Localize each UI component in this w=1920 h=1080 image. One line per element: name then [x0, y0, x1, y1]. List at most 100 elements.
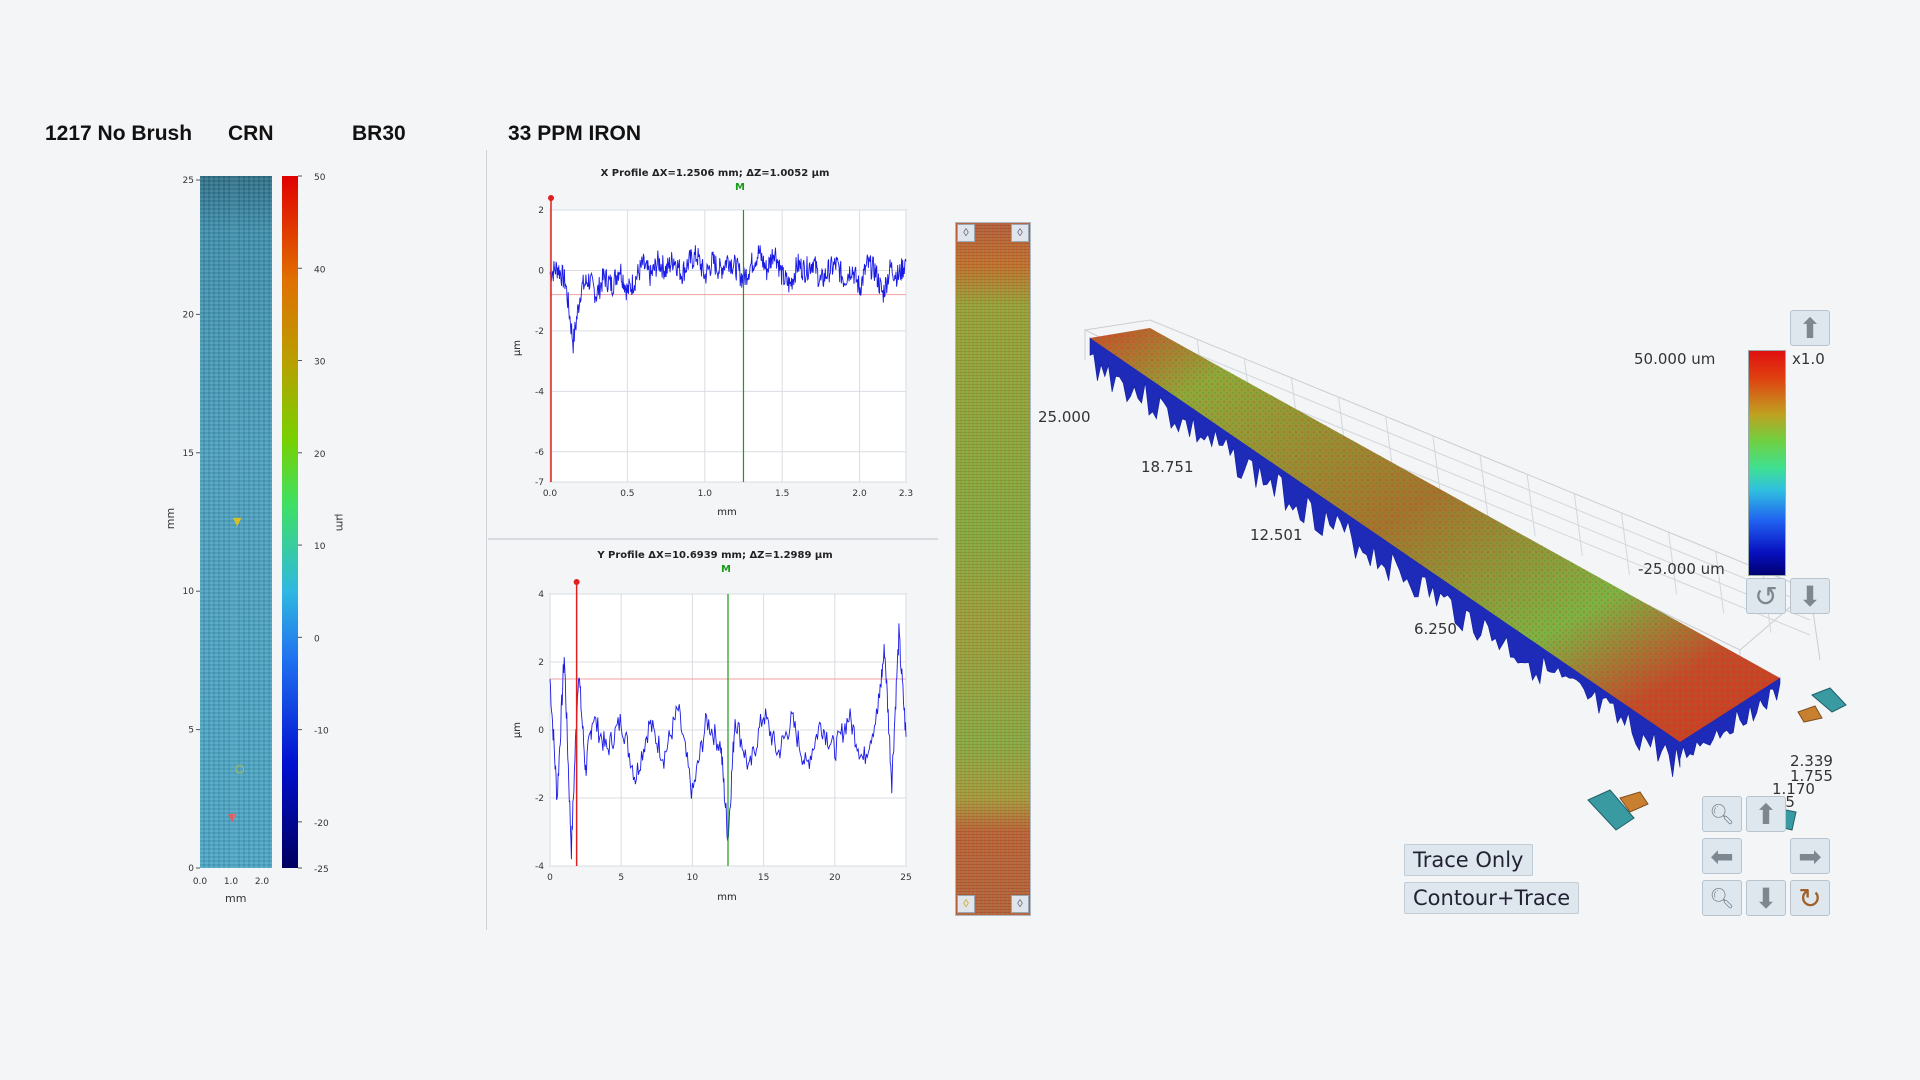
panel-divider — [486, 150, 487, 930]
contour-trace-button[interactable]: Contour+Trace — [1404, 882, 1580, 914]
y-tick-label: 2 — [538, 206, 544, 216]
heatmap-x-tick: 1.0 — [224, 877, 239, 887]
x-tick-label: 0.5 — [620, 489, 634, 499]
arrow-up-icon: ⬆ — [1798, 312, 1822, 344]
sample-label: 1217 No Brush — [45, 122, 193, 145]
crn-label: CRN — [228, 122, 274, 145]
zoom-in-icon: 🔍︎ — [1709, 803, 1735, 826]
x-tick-label: 25 — [900, 873, 911, 883]
y-profile-chart[interactable]: Y Profile ΔX=10.6939 mm; ΔZ=1.2989 µm M … — [500, 544, 920, 904]
x-tick-label: 20 — [829, 873, 841, 883]
height-colorbar — [1748, 350, 1786, 576]
y-tick-label: -2 — [535, 794, 544, 804]
br-label: BR30 — [352, 122, 406, 145]
arrow-up-icon: ⬆ — [1754, 798, 1778, 830]
x-tick-label: 1.5 — [775, 489, 789, 499]
strip-top-left-handle[interactable]: ◊ — [957, 224, 975, 242]
colorbar-tick: 40 — [314, 265, 326, 275]
heatmap-x-tick: 0.0 — [193, 877, 208, 887]
colorbar-tick: -25 — [314, 865, 329, 875]
heatmap-x-tick: 2.0 — [255, 877, 270, 887]
colorbar-max-label: 50.000 um — [1634, 350, 1716, 368]
arrow-right-icon: ➡ — [1798, 840, 1822, 872]
arrow-down-icon: ⬇ — [1754, 882, 1778, 914]
conditions-label: 33 PPM IRON — [508, 122, 642, 145]
profile-strip[interactable] — [955, 222, 1031, 916]
colorbar-tick: 30 — [314, 358, 326, 368]
side-label-2: 1.755 — [1790, 767, 1833, 785]
side-label-3: 1.170 — [1772, 780, 1815, 798]
x-tick-label: 5 — [618, 873, 624, 883]
pan-right-button[interactable]: ➡ — [1790, 838, 1830, 874]
x-profile-ylabel: µm — [512, 340, 523, 356]
panel-divider — [488, 538, 938, 540]
x-tick-label: 0 — [547, 873, 553, 883]
y-tick-label: 4 — [538, 590, 544, 600]
side-label-1: 2.339 — [1790, 752, 1833, 770]
red-cursor-handle[interactable] — [548, 195, 554, 201]
x-profile-marker: M — [735, 182, 745, 193]
x-profile-title: X Profile ΔX=1.2506 mm; ΔZ=1.0052 µm — [601, 168, 830, 179]
colorbar-label: µm — [333, 513, 347, 532]
profile-trace — [549, 623, 907, 860]
heatmap-x-label: mm — [225, 892, 247, 905]
axis-label-25: 25.000 — [1038, 408, 1091, 426]
red-cursor-handle[interactable] — [573, 579, 580, 585]
x-profile-chart[interactable]: X Profile ΔX=1.2506 mm; ΔZ=1.0052 µm M m… — [500, 160, 920, 520]
arrow-down-icon: ⬇ — [1798, 580, 1822, 612]
colorbar-scale-label: x1.0 — [1792, 350, 1825, 368]
strip-top-right-handle[interactable]: ◊ — [1011, 224, 1029, 242]
x-tick-label: 1.0 — [698, 489, 713, 499]
x-tick-label: 15 — [758, 873, 769, 883]
heatmap-y-tick: 25 — [183, 176, 194, 186]
y-profile-xlabel: mm — [717, 892, 736, 903]
scale-down-button[interactable]: ⬇ — [1790, 578, 1830, 614]
x-tick-label: 2.0 — [852, 489, 867, 499]
arrow-left-icon: ⬅ — [1710, 840, 1734, 872]
y-tick-label: 0 — [538, 266, 544, 276]
y-tick-label: -4 — [535, 387, 544, 397]
rotate-icon: ↻ — [1798, 882, 1822, 914]
strip-bottom-left-handle[interactable]: ◊ — [957, 895, 975, 913]
y-tick-label: -7 — [535, 478, 544, 488]
rotate-button[interactable]: ↻ — [1790, 880, 1830, 916]
zoom-in-button[interactable]: 🔍︎ — [1702, 796, 1742, 832]
y-tick-label: 2 — [538, 658, 544, 668]
strip-bottom-right-handle[interactable]: ◊ — [1011, 895, 1029, 913]
surface-heatmap[interactable] — [200, 176, 272, 868]
trace-only-button[interactable]: Trace Only — [1404, 844, 1533, 876]
colorbar-min-label: -25.000 um — [1638, 560, 1725, 578]
axis-label-6: 6.250 — [1414, 620, 1457, 638]
x-profile-xlabel: mm — [717, 507, 736, 518]
y-tick-label: -6 — [535, 448, 544, 458]
x-tick-label: 2.3 — [899, 489, 913, 499]
colorbar-tick: -10 — [314, 727, 329, 737]
colorbar-tick: 0 — [314, 634, 320, 644]
heatmap-y-tick: 15 — [183, 449, 194, 459]
x-tick-label: 10 — [687, 873, 699, 883]
y-tick-label: 0 — [538, 726, 544, 736]
zoom-out-button[interactable]: 🔍︎ — [1702, 880, 1742, 916]
reset-scale-button[interactable]: ↺ — [1746, 578, 1786, 614]
zoom-out-icon: 🔍︎ — [1709, 887, 1735, 910]
profile-trace — [549, 245, 907, 354]
pan-down-button[interactable]: ⬇ — [1746, 880, 1786, 916]
axis-label-18: 18.751 — [1141, 458, 1194, 476]
x-tick-label: 0.0 — [543, 489, 558, 499]
colorbar-tick: 50 — [314, 173, 326, 183]
colorbar-tick: 20 — [314, 450, 326, 460]
heatmap-y-tick: 10 — [183, 587, 195, 597]
y-tick-label: -2 — [535, 327, 544, 337]
colorbar-tick: 10 — [314, 542, 326, 552]
y-profile-marker: M — [721, 564, 731, 575]
scale-up-button[interactable]: ⬆ — [1790, 310, 1830, 346]
y-profile-title: Y Profile ΔX=10.6939 mm; ΔZ=1.2989 µm — [596, 550, 832, 561]
heatmap-y-tick: 0 — [188, 864, 194, 874]
axis-label-12: 12.501 — [1250, 526, 1303, 544]
pan-left-button[interactable]: ⬅ — [1702, 838, 1742, 874]
rotate-icon: ↺ — [1754, 580, 1778, 612]
heatmap-y-tick: 20 — [183, 310, 195, 320]
heatmap-y-label: mm — [164, 507, 178, 530]
pan-up-button[interactable]: ⬆ — [1746, 796, 1786, 832]
colorbar-tick: -20 — [314, 819, 329, 829]
